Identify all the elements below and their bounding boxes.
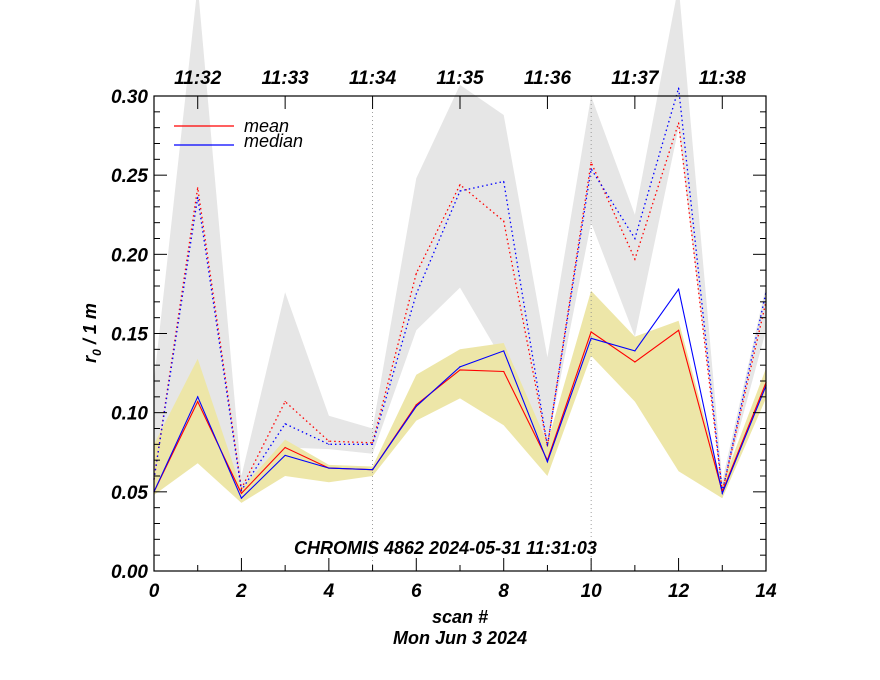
x-tick-label-0: 0: [149, 581, 160, 602]
y-tick-label-5: 0.25: [111, 166, 148, 187]
top-time-label-6: 11:38: [699, 68, 747, 89]
x-tick-label-1: 2: [235, 581, 247, 602]
point-median-dotted-8: [503, 180, 505, 183]
point-mean-solid-2: [240, 492, 243, 495]
legend: mean median: [174, 116, 303, 151]
x-tick-label-2: 4: [323, 581, 335, 602]
point-median-solid-2: [240, 497, 243, 499]
point-median-solid-11: [634, 350, 636, 352]
point-mean-solid-8: [503, 370, 505, 373]
y-tick-label-2: 0.10: [111, 404, 148, 425]
chart-annotation: CHROMIS 4862 2024-05-31 11:31:03: [294, 538, 597, 558]
point-median-dotted-12: [677, 87, 680, 89]
point-median-solid-13: [721, 492, 723, 495]
point-median-dotted-6: [415, 293, 417, 295]
y-tick-label-1: 0.05: [111, 483, 148, 504]
series-mean-dotted: [153, 122, 767, 492]
point-mean-solid-6: [415, 404, 417, 406]
point-mean-dotted-8: [503, 220, 505, 222]
top-time-label-0: 11:32: [174, 68, 222, 89]
x-tick-label-7: 14: [755, 581, 777, 602]
x-tick-label-5: 10: [581, 581, 603, 602]
point-median-solid-12: [677, 288, 680, 290]
x-axis-label: scan #: [432, 607, 488, 627]
axis-ticks: [153, 95, 767, 572]
top-time-label-2: 11:34: [349, 68, 397, 89]
point-mean-solid-10: [590, 331, 592, 333]
y-tick-label-4: 0.20: [111, 245, 148, 266]
point-mean-dotted-10: [590, 161, 592, 164]
yellow-band: [154, 290, 766, 503]
point-mean-dotted-4: [328, 440, 330, 442]
top-time-label-4: 11:36: [524, 68, 572, 89]
point-mean-solid-7: [459, 369, 461, 371]
x-tick-label-4: 8: [498, 581, 509, 602]
point-median-dotted-1: [197, 196, 199, 198]
point-mean-dotted-2: [240, 488, 243, 490]
point-mean-solid-3: [284, 446, 286, 449]
y-axis-label: r0 / 1 m: [80, 303, 104, 363]
y-tick-label-0: 0.00: [111, 562, 148, 583]
point-median-dotted-5: [371, 443, 374, 445]
point-mean-dotted-12: [677, 122, 680, 124]
point-median-solid-4: [328, 467, 330, 469]
point-median-solid-8: [503, 350, 505, 352]
point-mean-solid-12: [677, 329, 680, 331]
point-mean-dotted-1: [197, 187, 199, 189]
point-median-dotted-11: [634, 237, 636, 240]
y-axis-label-main: r: [80, 355, 100, 363]
point-median-solid-3: [284, 454, 286, 457]
point-mean-dotted-3: [284, 400, 286, 403]
point-median-dotted-10: [590, 168, 592, 170]
point-median-dotted-4: [328, 443, 330, 445]
top-time-label-1: 11:33: [262, 68, 310, 89]
y-axis-label-subscript: 0: [90, 349, 104, 356]
y-axis-label-rest: / 1 m: [80, 303, 100, 349]
point-mean-dotted-7: [459, 184, 461, 186]
gray-band: [154, 0, 766, 500]
point-mean-dotted-6: [415, 272, 417, 274]
point-median-solid-9: [546, 461, 549, 463]
point-median-solid-1: [197, 396, 199, 398]
y-tick-label-3: 0.15: [111, 325, 148, 346]
series-lines: [153, 87, 767, 500]
date-label: Mon Jun 3 2024: [393, 628, 527, 648]
point-median-dotted-7: [459, 190, 461, 192]
tick-labels: 11:32 11:33 11:34 11:35 11:36 11:37 11:380.000…: [111, 68, 777, 602]
x-tick-label-3: 6: [411, 581, 422, 602]
point-median-solid-7: [459, 366, 461, 368]
point-median-solid-5: [371, 469, 374, 471]
point-median-solid-6: [415, 405, 417, 407]
legend-label-mean: mean: [244, 116, 289, 136]
uncertainty-bands: [154, 0, 766, 503]
top-time-label-3: 11:35: [436, 68, 484, 89]
point-median-dotted-3: [284, 423, 286, 425]
point-mean-solid-11: [634, 361, 636, 363]
legend-label-median: median: [244, 131, 303, 151]
point-median-dotted-9: [546, 445, 549, 447]
y-tick-label-6: 0.30: [111, 87, 148, 108]
point-mean-dotted-11: [634, 258, 636, 260]
point-median-dotted-2: [240, 489, 243, 491]
x-tick-label-6: 12: [668, 581, 690, 602]
point-median-dotted-13: [721, 491, 723, 493]
point-mean-solid-1: [197, 400, 199, 403]
top-time-label-5: 11:37: [611, 68, 660, 89]
point-median-solid-10: [590, 337, 592, 339]
point-mean-dotted-5: [371, 442, 374, 444]
